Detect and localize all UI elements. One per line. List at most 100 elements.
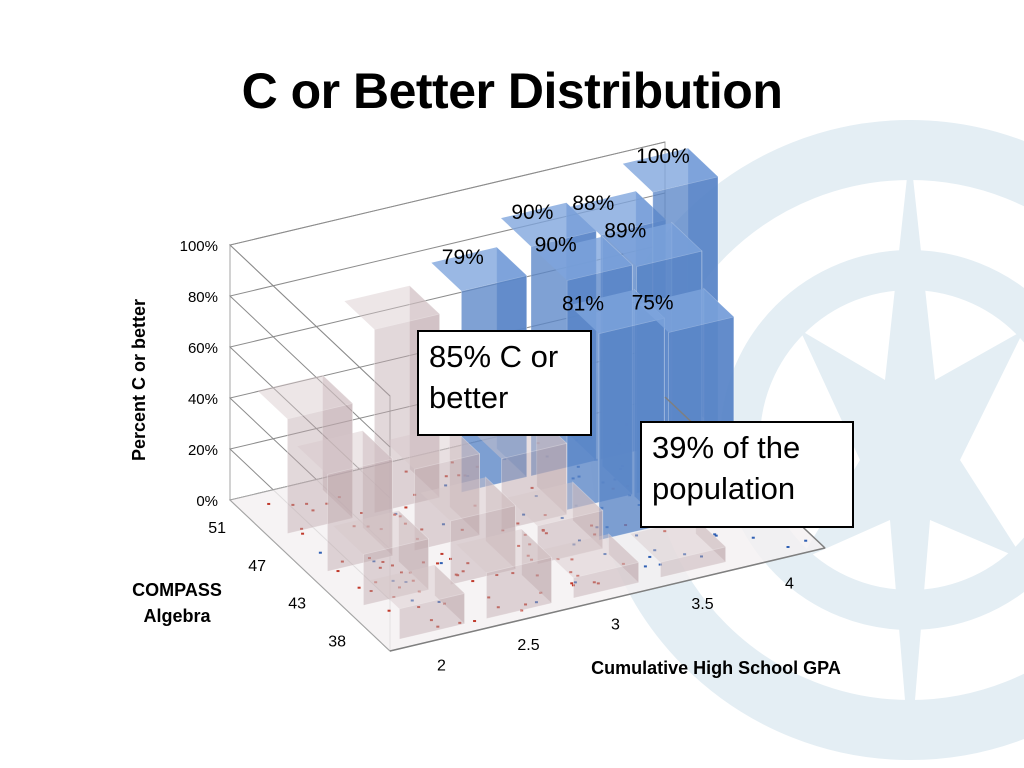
data-label: 100% [636,145,690,168]
scatter-dot [496,606,500,609]
scatter-dot [397,586,401,589]
scatter-dot [571,584,575,587]
data-label: 88% [572,192,614,215]
scatter-dot [381,560,385,563]
scatter-dot [439,562,443,565]
y-tick-label: 20% [188,442,218,459]
scatter-dot [560,516,564,519]
scatter-dot [699,555,703,558]
scatter-dot [460,528,464,531]
scatter-dot [643,565,647,568]
bar-low [420,476,516,586]
scatter-dot [461,570,465,573]
scatter-dot [590,524,594,527]
scatter-dot [473,620,477,623]
bar-low [384,424,481,552]
scatter-dot [391,579,395,582]
scatter-dot [576,574,580,577]
y-tick-label: 80% [188,289,218,306]
scatter-dot [413,493,417,496]
chart-bars [257,147,735,640]
gridline [228,141,666,397]
scatter-dot [535,574,539,577]
scatter-dot [635,534,639,537]
scatter-dot [360,511,364,514]
scatter-dot [404,580,408,583]
scatter-dot [325,502,329,505]
data-label: 90% [535,233,577,256]
scatter-dot [534,495,538,498]
scatter-dot [556,558,560,561]
scatter-dot [495,574,499,577]
scatter-dot [267,502,271,505]
scatter-dot [387,609,391,612]
z-tick-label: 47 [248,558,266,575]
data-label: 79% [442,246,484,269]
scatter-dot [340,560,344,563]
y-tick-label: 0% [196,493,218,510]
bar-low [507,481,604,565]
data-label: 81% [562,292,604,315]
data-label: 75% [632,291,674,314]
scatter-dot [621,562,625,565]
scatter-dot [511,572,515,575]
y-tick-label: 40% [188,391,218,408]
scatter-dot [596,582,600,585]
scatter-dot [524,603,528,606]
bar-low [257,374,354,535]
scatter-dot [417,590,421,593]
scatter-dot [523,533,527,536]
z-tick-label: 43 [288,596,306,613]
scatter-dot [374,581,378,584]
scatter-dot [441,523,445,526]
scatter-dot [786,545,790,548]
scatter-dot [369,590,373,593]
scatter-dot [404,506,408,509]
scatter-dot [569,571,573,574]
scatter-dot [392,595,396,598]
scatter-dot [336,570,340,573]
scatter-dot [372,560,376,563]
y-axis-title: Percent C or better [129,299,149,461]
bar-low [630,517,727,579]
x-tick-label: 3 [611,617,620,634]
scatter-dot [415,537,419,540]
scatter-dot [487,596,491,599]
scatter-dot [366,525,370,528]
scatter-dot [440,552,444,555]
scatter-dot [398,515,402,518]
scatter-dot [457,474,461,477]
scatter-dot [543,514,547,517]
scatter-dot [570,582,574,585]
scatter-dot [352,525,356,528]
scatter-dot [450,461,454,464]
callout-85-percent: 85% C or better [417,330,592,436]
scatter-dot [541,528,545,531]
bar-low [297,429,394,572]
callout-39-percent: 39% of the population [640,421,854,528]
x-tick-label: 4 [785,575,794,592]
scatter-dot [300,527,304,530]
scatter-dot [378,566,382,569]
x-tick-label: 2.5 [517,637,539,654]
scatter-dot [466,562,470,565]
scatter-dot [301,532,305,535]
scatter-dot [522,513,526,516]
scatter-dot [570,558,574,561]
scatter-dot [436,562,440,565]
scatter-dot [458,621,462,624]
scatter-dot [572,543,576,546]
scatter-dot [501,529,505,532]
scatter-dot [311,509,315,512]
scatter-dot [403,522,407,525]
x-axis-line [389,547,826,652]
bar-low [543,533,640,599]
scatter-dot [291,503,295,506]
scatter-dot [517,544,521,547]
scatter-dot [337,496,341,499]
scatter-dot [526,554,530,557]
scatter-dot [516,522,520,525]
scatter-dot [544,532,548,535]
scatter-dot [804,539,808,542]
